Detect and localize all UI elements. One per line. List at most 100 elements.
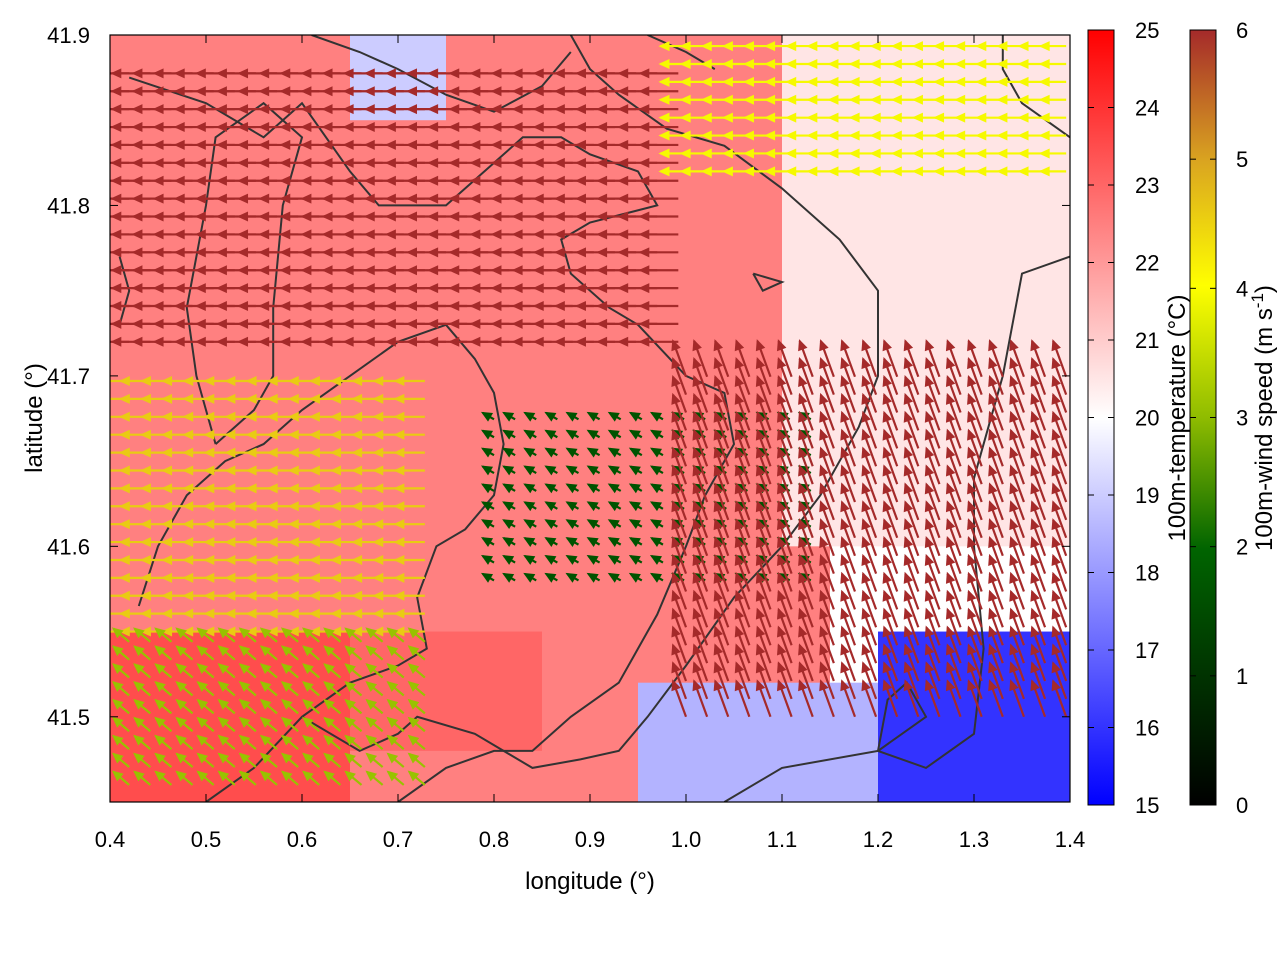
wind-arrow-head xyxy=(764,166,776,177)
wind-arrow-head xyxy=(308,376,320,387)
wind-arrow-head xyxy=(967,536,977,549)
wind-arrow xyxy=(1051,643,1068,682)
wind-arrow-head xyxy=(502,519,515,530)
wind-arrow xyxy=(755,589,772,628)
wind-arrow-head xyxy=(300,229,312,240)
wind-arrow xyxy=(671,482,688,521)
wind-arrow-head xyxy=(721,76,733,87)
wind-arrow-head xyxy=(776,553,787,566)
wind-arrow xyxy=(819,464,835,503)
wind-arrow xyxy=(607,519,622,530)
wind-arrow-head xyxy=(237,104,249,115)
wind-arrow-head xyxy=(259,627,272,639)
wind-arrow-head xyxy=(671,446,681,459)
wind-arrow-head xyxy=(671,482,681,495)
wind-arrow xyxy=(882,625,899,664)
wind-arrow-head xyxy=(975,148,987,159)
wind-arrow-head xyxy=(300,104,312,115)
wind-arrow xyxy=(393,393,425,404)
wind-arrow xyxy=(776,374,793,413)
wind-arrow xyxy=(692,428,709,467)
wind-arrow-head xyxy=(490,139,502,150)
wind-arrow-head xyxy=(393,519,405,530)
wind-arrow-head xyxy=(945,571,956,584)
wind-arrow-head xyxy=(713,643,724,656)
wind-arrow-head xyxy=(671,374,681,387)
wind-arrow-head xyxy=(848,41,860,52)
wind-arrow xyxy=(386,681,405,697)
wind-arrow-head xyxy=(840,553,850,566)
wind-arrow xyxy=(988,518,1004,557)
wind-arrow-head xyxy=(840,374,850,387)
wind-arrow xyxy=(1051,357,1068,396)
wind-arrow-head xyxy=(245,501,257,512)
contour-line xyxy=(752,272,785,292)
wind-arrow-head xyxy=(111,716,124,728)
wind-arrow xyxy=(1009,679,1025,718)
contour-line xyxy=(118,256,131,326)
wind-arrow-head xyxy=(98,573,109,583)
wind-arrow xyxy=(111,734,130,751)
wind-arrow-head xyxy=(131,175,143,186)
wind-arrow-head xyxy=(806,58,818,69)
wind-arrow xyxy=(280,645,299,661)
wind-arrow xyxy=(840,374,856,413)
wind-arrow-head xyxy=(182,447,194,458)
wind-arrow-head xyxy=(182,465,194,476)
wind-arrow-head xyxy=(237,157,249,168)
wind-arrow-head xyxy=(565,429,578,440)
wind-arrow-head xyxy=(111,698,124,710)
wind-arrow xyxy=(903,500,920,539)
wind-arrow-head xyxy=(363,229,375,240)
wind-arrow-head xyxy=(342,157,354,168)
wind-arrow-head xyxy=(700,112,712,123)
wind-arrow-head xyxy=(658,112,670,123)
wind-arrow-head xyxy=(945,339,956,352)
wind-arrow-head xyxy=(1051,482,1061,495)
wind-arrow-head xyxy=(544,537,557,547)
x-axis-title: longitude (°) xyxy=(525,868,655,895)
wind-arrow-head xyxy=(330,483,342,494)
wind-arrow-head xyxy=(671,392,681,405)
wind-arrow-head xyxy=(911,76,923,87)
wind-arrow-head xyxy=(1030,464,1040,477)
wind-arrow xyxy=(671,571,688,610)
wind-arrow-head xyxy=(161,483,173,494)
wind-arrow-head xyxy=(819,410,829,423)
wind-arrow-head xyxy=(330,608,342,619)
wind-arrow xyxy=(692,607,709,646)
wind-arrow xyxy=(1009,589,1025,628)
wind-arrow xyxy=(798,410,814,449)
wind-arrow xyxy=(692,536,709,574)
wind-arrow xyxy=(903,357,920,396)
wind-arrow xyxy=(692,661,709,700)
wind-arrow-head xyxy=(975,130,987,141)
wind-arrow-head xyxy=(161,447,173,458)
wind-arrow-head xyxy=(215,265,227,276)
wind-arrow-head xyxy=(173,211,185,222)
wind-arrow-head xyxy=(372,590,384,601)
wind-arrow-head xyxy=(427,86,439,97)
wind-arrow-head xyxy=(406,265,417,276)
wind-arrow-head xyxy=(945,410,956,423)
wind-arrow-head xyxy=(596,104,608,115)
wind-arrow-head xyxy=(988,357,998,370)
wind-arrow-head xyxy=(713,518,724,531)
wind-arrow-head xyxy=(933,41,945,52)
wind-arrow-head xyxy=(89,283,100,293)
wind-arrow-head xyxy=(734,482,745,495)
wind-arrow-head xyxy=(238,663,251,675)
wind-arrow-head xyxy=(890,148,902,159)
wind-arrow xyxy=(217,734,236,751)
wind-arrow-head xyxy=(351,608,363,619)
wind-arrow-head xyxy=(481,537,494,547)
wind-arrow xyxy=(565,501,580,512)
wind-arrow xyxy=(861,357,878,396)
wind-arrow xyxy=(1030,339,1047,378)
wind-arrow-head xyxy=(194,139,206,150)
wind-arrow-head xyxy=(194,68,206,79)
wind-arrow-head xyxy=(266,411,278,422)
wind-arrow xyxy=(755,357,772,396)
wind-arrow-head xyxy=(1030,339,1040,352)
wind-arrow-head xyxy=(1038,41,1050,52)
